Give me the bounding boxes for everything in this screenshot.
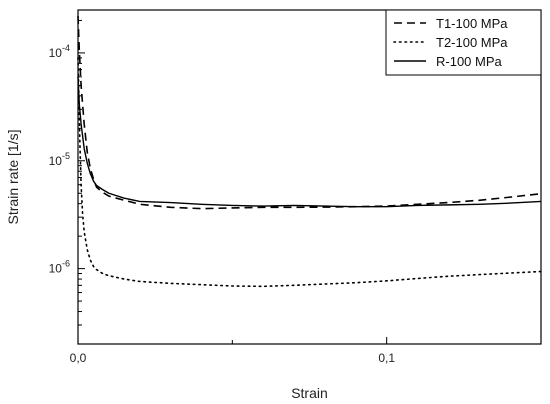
- legend-label-2: T2-100 MPa: [436, 35, 508, 50]
- series-line-3: [77, 76, 542, 208]
- series-line-1: [77, 15, 542, 210]
- legend-label-3: R-100 MPa: [436, 54, 503, 69]
- y-tick-label: 10-6: [49, 259, 70, 276]
- y-tick-label: 10-5: [49, 151, 70, 168]
- x-axis-label: Strain: [291, 385, 328, 401]
- y-tick-exponent: -4: [62, 43, 70, 53]
- series-layer: [77, 15, 542, 288]
- y-tick-base: 10: [49, 262, 63, 276]
- y-tick-label: 10-4: [49, 43, 70, 60]
- legend: T1-100 MPa T2-100 MPa R-100 MPa: [385, 9, 542, 76]
- x-tick-label: 0,1: [378, 351, 395, 365]
- legend-label-1: T1-100 MPa: [436, 16, 508, 31]
- y-tick-base: 10: [49, 46, 63, 60]
- x-tick-label: 0,0: [70, 351, 87, 365]
- y-tick-exponent: -5: [62, 151, 70, 161]
- y-axis-label: Strain rate [1/s]: [5, 130, 21, 225]
- y-tick-base: 10: [49, 154, 63, 168]
- series-line-2: [77, 57, 542, 288]
- plot-area: 0,0 0,110-610-510-4: [49, 9, 542, 365]
- y-tick-exponent: -6: [62, 259, 70, 269]
- tick-layer: 0,0 0,110-610-510-4: [49, 19, 542, 365]
